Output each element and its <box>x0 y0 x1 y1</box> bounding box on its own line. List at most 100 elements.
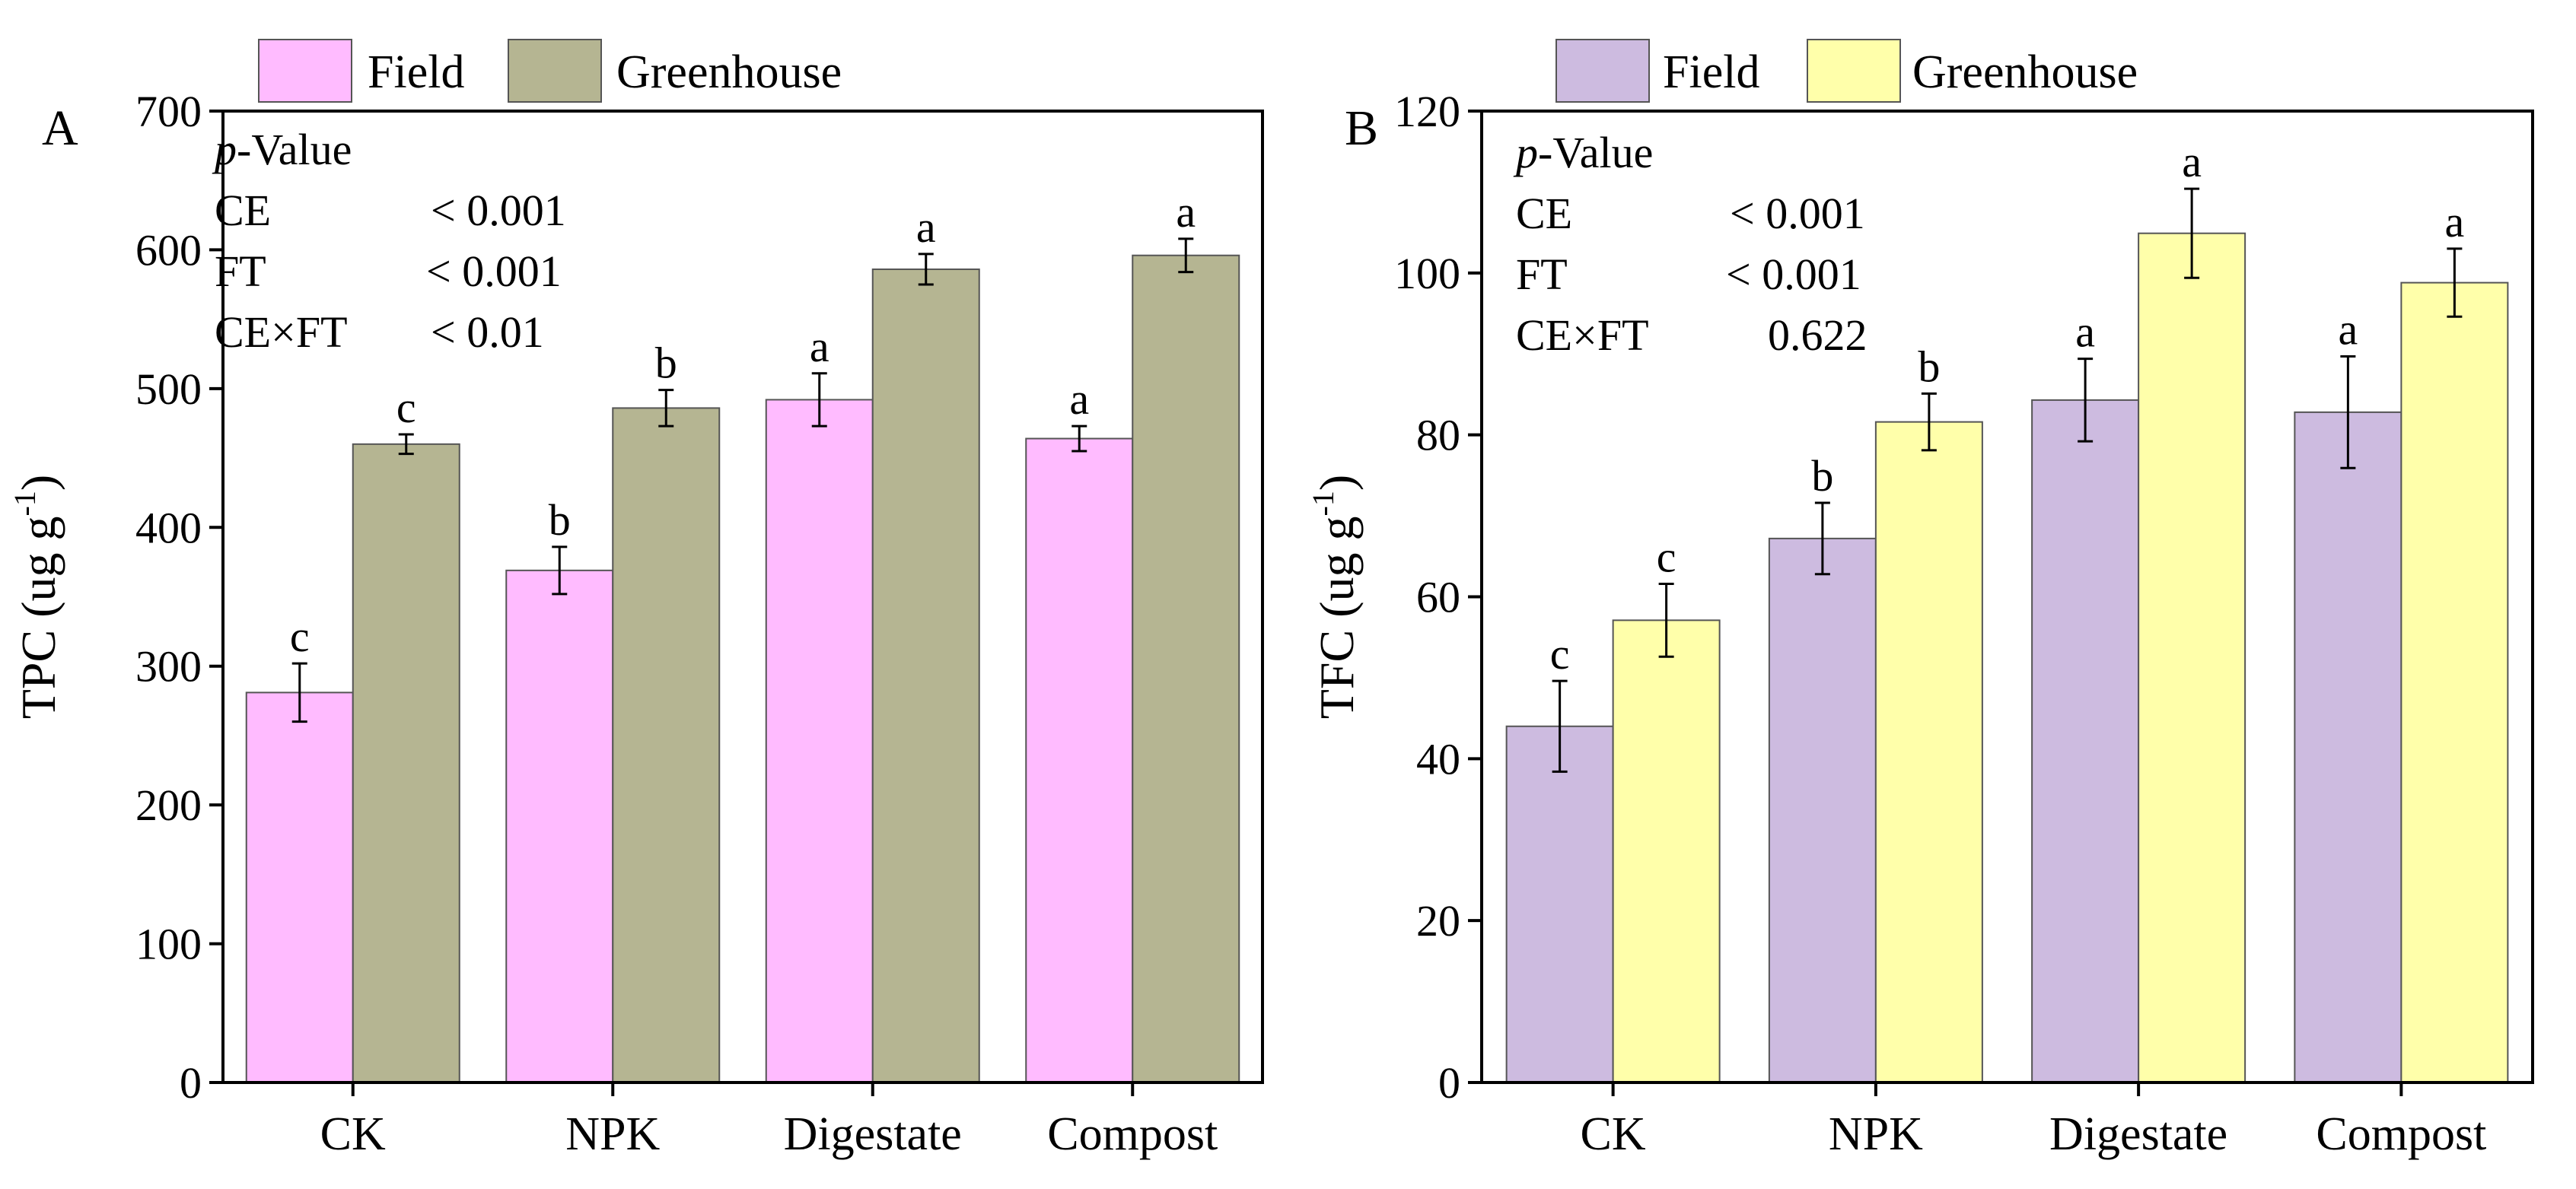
significance-letter: b <box>1918 342 1940 391</box>
p-value-header-rest: -Value <box>1538 128 1653 177</box>
x-tick-label: NPK <box>565 1108 660 1160</box>
bar-field-digestate <box>765 399 874 1083</box>
error-bar <box>2184 187 2200 279</box>
y-axis-title-main: TFC (ug g <box>1310 516 1364 719</box>
bar-field-npk <box>505 569 614 1083</box>
p-value-value: < 0.001 <box>426 246 562 296</box>
p-value-term: FT <box>1516 250 1568 299</box>
p-value-term: CE <box>1516 189 1572 238</box>
p-value-header: p-Value <box>1513 128 1653 177</box>
bar-field-ck <box>1505 725 1614 1083</box>
bar-greenhouse-ck <box>1612 619 1721 1083</box>
y-tick-label: 200 <box>135 780 202 830</box>
p-value-header-italic: p <box>212 125 237 174</box>
significance-letter: a <box>2182 137 2202 186</box>
error-bar <box>2340 354 2356 469</box>
y-axis-title: TPC (ug g-1) <box>8 475 65 719</box>
p-value-value: 0.622 <box>1768 310 1868 360</box>
legend-swatch-field <box>1555 39 1650 103</box>
bar-field-digestate <box>2031 399 2140 1083</box>
y-tick-label: 100 <box>135 920 202 969</box>
plot-frame <box>221 110 1264 1084</box>
y-tick-label: 40 <box>1416 734 1460 784</box>
significance-letter: a <box>1069 374 1089 424</box>
panel-label: A <box>42 100 78 156</box>
bar-field-compost <box>2294 411 2402 1083</box>
legend-swatch-field <box>258 39 352 103</box>
error-bar <box>1658 582 1674 658</box>
x-tick-label: CK <box>320 1108 386 1160</box>
bar-greenhouse-npk <box>612 407 721 1083</box>
p-value-table: p-Value CE < 0.001 FT < 0.001 CE×FT 0.622 <box>1513 128 1868 360</box>
x-tick-label: Compost <box>2316 1108 2486 1160</box>
y-tick-label: 60 <box>1416 573 1460 622</box>
significance-letter: a <box>2075 307 2095 357</box>
bar-greenhouse-ck <box>352 443 460 1083</box>
error-bar <box>552 545 568 596</box>
panel-label: B <box>1345 100 1378 156</box>
legend: Field Greenhouse <box>1555 39 2138 103</box>
legend: Field Greenhouse <box>258 39 842 103</box>
p-value-table: p-Value CE < 0.001 FT < 0.001 CE×FT < 0.01 <box>212 125 566 357</box>
y-tick-label: 300 <box>135 642 202 691</box>
significance-letter: c <box>290 612 310 661</box>
x-tick-label: Digestate <box>2049 1108 2227 1160</box>
significance-letter: c <box>1657 532 1676 581</box>
significance-letter: c <box>396 383 416 432</box>
y-tick-label: 120 <box>1394 87 1460 136</box>
legend-label-field: Field <box>368 46 464 98</box>
error-bar <box>1921 392 1937 452</box>
y-tick-label: 0 <box>180 1058 202 1108</box>
p-value-value: < 0.001 <box>1726 250 1861 299</box>
error-bar <box>2078 358 2094 443</box>
p-value-term: CE <box>215 186 271 235</box>
x-tick-label: NPK <box>1829 1108 1923 1160</box>
significance-letter: a <box>2445 197 2465 246</box>
bar-greenhouse-digestate <box>2138 232 2246 1083</box>
p-value-term: CE×FT <box>215 307 348 357</box>
y-tick-label: 400 <box>135 503 202 552</box>
error-bar <box>1814 501 1830 576</box>
significance-letter: a <box>1176 187 1196 237</box>
y-axis-title-superscript: -1 <box>8 491 42 516</box>
chart-panel-a: c b a a c b a a 0 100 200 300 400 500 600 700 CK NPK Diges… <box>8 39 1264 1160</box>
legend-label-greenhouse: Greenhouse <box>1912 46 2138 98</box>
error-bar <box>918 253 934 286</box>
p-value-value: < 0.001 <box>431 186 566 235</box>
error-bar <box>811 372 827 428</box>
y-tick-label: 100 <box>1394 249 1460 298</box>
significance-letter: a <box>810 322 829 371</box>
p-value-term: CE×FT <box>1516 310 1649 360</box>
error-bar <box>2447 247 2463 318</box>
chart-panel-b: c b a a c b a a 0 20 40 60 80 100 120 CK NPK Digestate Com… <box>1306 39 2534 1160</box>
error-bar <box>1552 679 1568 773</box>
significance-letter: c <box>1550 629 1570 679</box>
y-axis-title-superscript: -1 <box>1306 491 1340 516</box>
legend-swatch-greenhouse <box>1807 39 1901 103</box>
bar-greenhouse-compost <box>2400 281 2509 1083</box>
error-bar <box>291 662 307 723</box>
legend-label-field: Field <box>1663 46 1759 98</box>
legend-label-greenhouse: Greenhouse <box>616 46 842 98</box>
significance-letter: a <box>2339 304 2358 354</box>
legend-swatch-greenhouse <box>508 39 602 103</box>
y-tick-label: 500 <box>135 364 202 414</box>
error-bar <box>1178 237 1194 274</box>
bar-greenhouse-npk <box>1874 421 1983 1083</box>
x-tick-label: CK <box>1581 1108 1646 1160</box>
bar-field-npk <box>1768 537 1877 1083</box>
y-tick-label: 20 <box>1416 896 1460 946</box>
p-value-term: FT <box>215 246 266 296</box>
significance-letter: b <box>549 495 571 545</box>
error-bar <box>658 389 674 428</box>
bar-greenhouse-digestate <box>871 268 980 1083</box>
p-value-header-rest: -Value <box>237 125 352 174</box>
bar-field-compost <box>1025 437 1134 1083</box>
y-tick-label: 80 <box>1416 411 1460 460</box>
y-axis-title-main: TPC (ug g <box>11 516 65 719</box>
y-tick-label: 0 <box>1438 1058 1460 1108</box>
bar-greenhouse-compost <box>1132 254 1240 1083</box>
significance-letter: b <box>655 339 677 388</box>
p-value-value: < 0.01 <box>431 307 544 357</box>
